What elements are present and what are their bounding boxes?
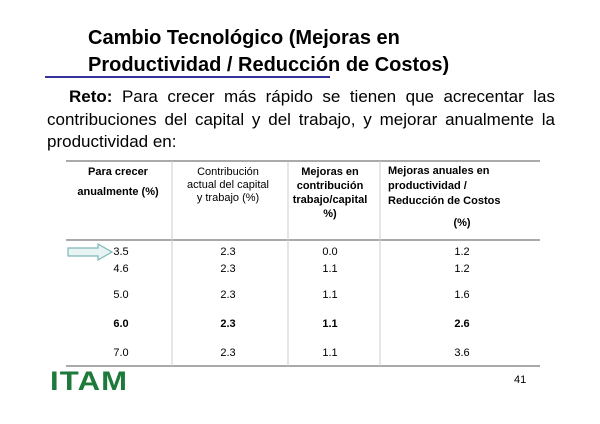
header-line: trabajo/capital: [292, 194, 368, 206]
title-rule: [45, 76, 330, 78]
table-cell: 4.6: [113, 263, 129, 275]
body-text: Reto: Para crecer más rápido se tienen q…: [47, 86, 555, 154]
header-line: y trabajo (%): [196, 192, 260, 204]
table-cell: 2.3: [220, 347, 236, 359]
header-line: Contribución: [197, 166, 259, 178]
table-cell: 6.0: [113, 318, 129, 330]
table-cell: 2.3: [220, 289, 236, 301]
table-cell: 1.1: [322, 263, 338, 275]
table-cell: 1.1: [322, 289, 338, 301]
arrow: [67, 242, 114, 262]
header-line: Para crecer: [88, 166, 148, 178]
table-cell: 2.6: [454, 318, 470, 330]
header-line: (%): [453, 217, 471, 229]
page-number: 41: [514, 374, 527, 386]
header-line: %): [323, 208, 337, 220]
header-line: contribución: [296, 180, 364, 192]
table-cell: 5.0: [113, 289, 129, 301]
logo: ITAM: [50, 366, 129, 396]
table-cell: 2.3: [220, 246, 236, 258]
header-line: Reducción de Costos: [388, 195, 501, 207]
lead: Reto:: [69, 87, 113, 106]
title-line: Cambio Tecnológico (Mejoras en: [88, 27, 400, 49]
header-line: anualmente (%): [77, 186, 159, 198]
table-cell: 1.1: [322, 318, 338, 330]
table-cell: 3.5: [113, 246, 129, 258]
header-line: actual del capital: [187, 179, 269, 191]
table-cell: 1.2: [454, 263, 470, 275]
table-cell: 2.3: [220, 318, 236, 330]
header-line: productividad /: [388, 180, 467, 192]
table-cell: 1.1: [322, 347, 338, 359]
table-cell: 1.6: [454, 289, 470, 301]
header-line: Mejoras anuales en: [388, 165, 490, 177]
table-cell: 2.3: [220, 263, 236, 275]
text: Para crecer más rápido se tienen que acr…: [47, 87, 555, 151]
table-cell: 1.2: [454, 246, 470, 258]
table-cell: 7.0: [113, 347, 129, 359]
title-line: Productividad / Reducción de Costos): [88, 54, 450, 76]
header-line: Mejoras en: [301, 166, 359, 178]
table-cell: 0.0: [322, 246, 338, 258]
table-cell: 3.6: [454, 347, 470, 359]
